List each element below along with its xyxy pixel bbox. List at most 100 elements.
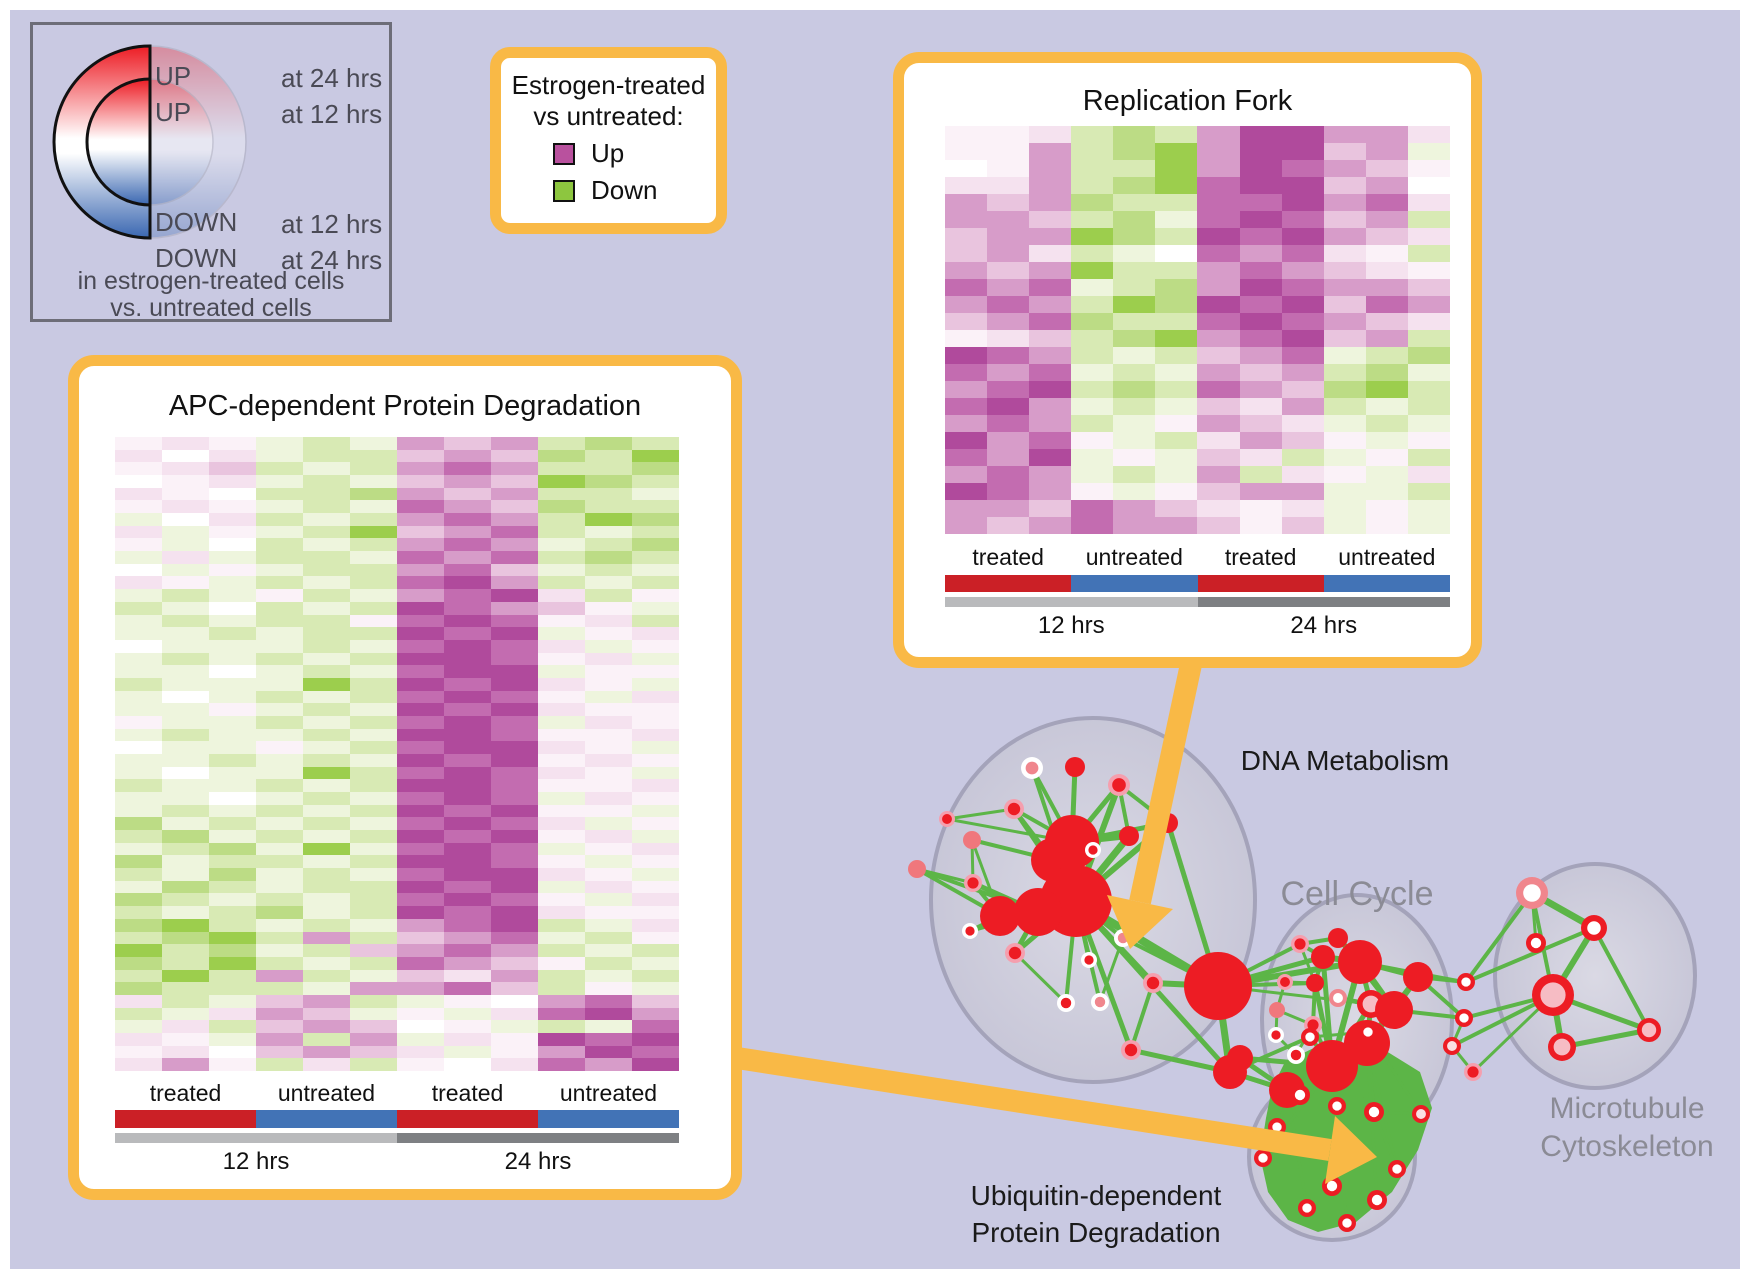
heatmap-cell bbox=[115, 525, 162, 539]
heatmap-cell bbox=[491, 538, 538, 552]
heatmap-cell bbox=[303, 779, 350, 793]
heatmap-cell bbox=[1365, 177, 1408, 194]
heatmap-cell bbox=[538, 525, 585, 539]
heatmap-cell bbox=[538, 462, 585, 476]
heatmap-cell bbox=[1407, 143, 1450, 160]
heatmap-cell bbox=[303, 994, 350, 1008]
heatmap-cell bbox=[538, 449, 585, 463]
heatmap-cell bbox=[162, 1058, 209, 1071]
heatmap-cell bbox=[115, 868, 162, 881]
heatmap-cell bbox=[1029, 160, 1072, 177]
heatmap-cell bbox=[444, 754, 491, 767]
heatmap-cell bbox=[1155, 483, 1198, 500]
heatmap-cell bbox=[1281, 398, 1324, 415]
heatmap-cell bbox=[1029, 194, 1072, 211]
heatmap-cell bbox=[444, 639, 491, 653]
heatmap-cell bbox=[538, 690, 585, 704]
heatmap-cell bbox=[1071, 381, 1114, 398]
heatmap-cell bbox=[209, 449, 256, 463]
heatmap-cell bbox=[632, 589, 679, 602]
heatmap-cell bbox=[256, 982, 303, 995]
heatmap-cell bbox=[1155, 415, 1198, 432]
heatmap-cell bbox=[162, 715, 209, 729]
heatmap-cell bbox=[1323, 211, 1366, 228]
heatmap-cell bbox=[444, 627, 491, 640]
heatmap-cell bbox=[303, 652, 350, 666]
heatmap-cell bbox=[350, 563, 397, 577]
heatmap-cell bbox=[115, 475, 162, 488]
heatmap-cell bbox=[1029, 398, 1072, 415]
heatmap-cell bbox=[350, 956, 397, 970]
heatmap-cell bbox=[209, 906, 256, 919]
heatmap-cell bbox=[1365, 160, 1408, 177]
heatmap-cell bbox=[632, 728, 679, 742]
heatmap-cell bbox=[256, 1032, 303, 1046]
heatmap-cell bbox=[1323, 449, 1366, 466]
heatmap-cell bbox=[256, 944, 303, 957]
heatmap-cell bbox=[162, 500, 209, 514]
heatmap-cell bbox=[444, 703, 491, 716]
network-node bbox=[1119, 826, 1139, 846]
heatmap-cell bbox=[538, 1045, 585, 1059]
updown-legend-box: Estrogen-treated vs untreated: Up Down bbox=[490, 47, 727, 234]
heatmap-cell bbox=[585, 1058, 632, 1071]
heatmap-cell bbox=[1323, 517, 1366, 534]
heatmap-cell bbox=[303, 639, 350, 653]
heatmap-cell bbox=[1113, 211, 1156, 228]
heatmap-cell bbox=[444, 906, 491, 919]
network-node bbox=[1338, 940, 1382, 984]
heatmap-cell bbox=[1071, 500, 1114, 517]
heatmap-cell bbox=[491, 437, 538, 450]
heatmap-cell bbox=[350, 475, 397, 488]
heatmap-cell bbox=[209, 728, 256, 742]
network-edge bbox=[1372, 1111, 1399, 1170]
heatmap-cell bbox=[162, 449, 209, 463]
heatmap-cell bbox=[397, 627, 444, 640]
heatmap-cell bbox=[209, 614, 256, 628]
heatmap-cell bbox=[538, 944, 585, 957]
heatmap-cell bbox=[444, 944, 491, 957]
heatmap-cell bbox=[491, 931, 538, 945]
heatmap-cell bbox=[115, 804, 162, 818]
heatmap-cell bbox=[1365, 466, 1408, 483]
heatmap-cell bbox=[397, 956, 444, 970]
heatmap-cell bbox=[1239, 466, 1282, 483]
heatmap-cell bbox=[256, 906, 303, 919]
network-node-core bbox=[1459, 1013, 1469, 1023]
heatmap-cell bbox=[1155, 194, 1198, 211]
heatmap-cell bbox=[1071, 466, 1114, 483]
ring-label-up-12: UP bbox=[155, 97, 192, 127]
network-node-core bbox=[1342, 1218, 1352, 1228]
heatmap-cell bbox=[444, 1007, 491, 1021]
heatmap-cell bbox=[444, 918, 491, 932]
heatmap-cell bbox=[538, 969, 585, 983]
heatmap-cell bbox=[585, 982, 632, 995]
heatmap-cell bbox=[1071, 364, 1114, 381]
heatmap-cell bbox=[209, 500, 256, 514]
heatmap-cell bbox=[350, 703, 397, 716]
heatmap-cell bbox=[1407, 381, 1450, 398]
heatmap-cell bbox=[1407, 211, 1450, 228]
heatmap-cell bbox=[350, 1020, 397, 1033]
network-node bbox=[1311, 945, 1335, 969]
heatmap-cell bbox=[1071, 143, 1114, 160]
heatmap-cell bbox=[397, 918, 444, 932]
heatmap-cell bbox=[303, 715, 350, 729]
heatmap-cell bbox=[1365, 279, 1408, 296]
heatmap-cell bbox=[209, 690, 256, 704]
heatmap-cell bbox=[1071, 279, 1114, 296]
bar-treated-segment bbox=[397, 1110, 538, 1128]
network-node-core bbox=[1530, 937, 1542, 949]
apc-time-bar bbox=[115, 1133, 679, 1143]
heatmap-cell bbox=[1071, 126, 1114, 143]
heatmap-cell bbox=[1239, 160, 1282, 177]
heatmap-cell bbox=[632, 804, 679, 818]
heatmap-cell bbox=[115, 931, 162, 945]
heatmap-cell bbox=[1281, 415, 1324, 432]
heatmap-cell bbox=[444, 576, 491, 590]
heatmap-cell bbox=[303, 792, 350, 805]
heatmap-cell bbox=[162, 741, 209, 754]
heatmap-cell bbox=[1323, 415, 1366, 432]
heatmap-cell bbox=[1323, 279, 1366, 296]
heatmap-cell bbox=[1071, 211, 1114, 228]
